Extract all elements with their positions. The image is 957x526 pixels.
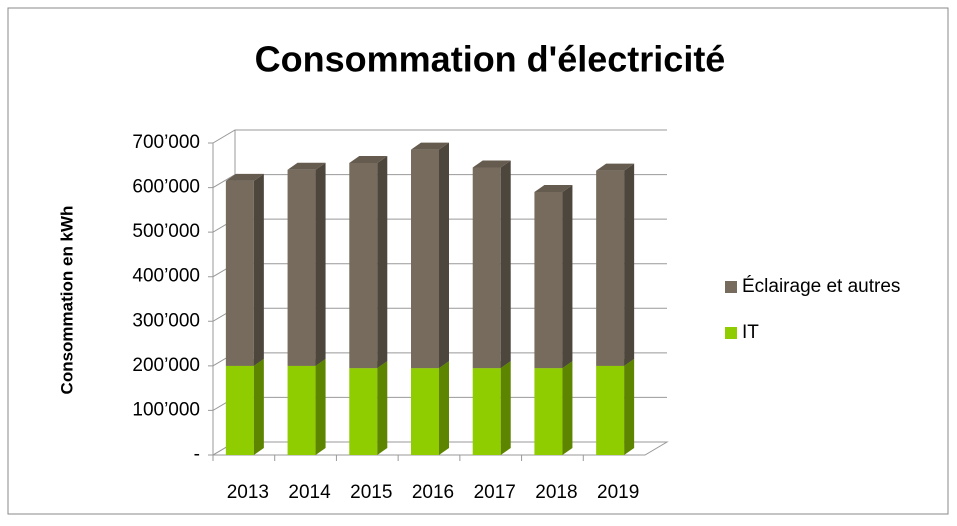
bar-face	[411, 368, 439, 455]
y-tick-label: 400’000	[132, 266, 200, 287]
bar	[472, 160, 511, 369]
bar	[596, 163, 635, 366]
bar	[225, 358, 264, 455]
bar-face	[624, 163, 635, 366]
y-tick-label: 500’000	[132, 221, 200, 242]
bar-face	[225, 173, 264, 181]
legend-label: IT	[742, 322, 759, 343]
bar-face	[472, 160, 511, 168]
bar	[411, 361, 449, 455]
y-tick-label: 200’000	[132, 355, 200, 376]
bar-face	[439, 361, 449, 455]
grid-line	[208, 174, 667, 189]
legend-swatch	[725, 281, 737, 293]
bar-face	[596, 163, 635, 171]
bar-face	[225, 180, 254, 366]
bar-face	[349, 368, 378, 455]
legend-swatch	[725, 327, 737, 339]
x-tick-label: 2017	[474, 482, 516, 503]
bar	[287, 162, 326, 366]
bar-face	[287, 162, 326, 170]
chart-title: Consommation d'électricité	[255, 39, 726, 80]
bar-face	[534, 185, 573, 193]
bar-face	[534, 192, 563, 369]
bar-face	[411, 149, 439, 369]
bar	[225, 173, 264, 366]
y-axis-label: Consommation en kWh	[57, 206, 76, 395]
legend-label: Éclairage et autres	[742, 276, 900, 297]
bar-face	[253, 173, 264, 366]
y-tick-label: 300’000	[132, 310, 200, 331]
bar	[472, 361, 511, 455]
x-tick-label: 2018	[535, 482, 577, 503]
bar-face	[287, 365, 316, 455]
bar-face	[439, 142, 449, 369]
bar-face	[500, 361, 511, 455]
x-tick-label: 2019	[597, 482, 639, 503]
x-tick-label: 2013	[227, 482, 269, 503]
bar-face	[315, 358, 326, 455]
bar-face	[624, 358, 635, 455]
bar-face	[500, 160, 511, 369]
bar	[411, 142, 449, 369]
grid-line	[208, 218, 667, 233]
bar-face	[472, 368, 501, 455]
bar	[596, 358, 635, 455]
grid-line	[208, 129, 667, 144]
bar	[534, 361, 573, 455]
bar-face	[562, 185, 573, 369]
bar-face	[562, 361, 573, 455]
bar-face	[287, 169, 316, 366]
y-tick-label: 600’000	[132, 177, 200, 198]
grid-line	[208, 307, 667, 322]
bar-face	[411, 142, 449, 150]
bar-face	[472, 167, 501, 369]
x-tick-label: 2014	[288, 482, 331, 503]
grid-line	[208, 352, 667, 367]
bar-face	[596, 170, 625, 366]
bar-face	[349, 163, 378, 369]
grid-line	[208, 441, 667, 456]
bar-face	[349, 156, 388, 164]
bar	[349, 361, 388, 455]
y-tick-label: 700’000	[132, 132, 200, 153]
bar	[287, 358, 326, 455]
y-tick-label: 100’000	[132, 399, 200, 420]
grid-line	[208, 396, 667, 411]
grid-line	[208, 263, 667, 278]
x-tick-label: 2015	[350, 482, 392, 503]
bar-face	[596, 365, 625, 455]
bar	[349, 156, 388, 369]
y-tick-label: -	[194, 444, 200, 465]
bar-face	[225, 365, 254, 455]
bar-face	[377, 156, 388, 369]
bar	[534, 185, 573, 369]
bar-face	[253, 358, 264, 455]
bar-face	[315, 162, 326, 366]
x-tick-label: 2016	[412, 482, 454, 503]
bar-face	[377, 361, 388, 455]
bar-face	[534, 368, 563, 455]
